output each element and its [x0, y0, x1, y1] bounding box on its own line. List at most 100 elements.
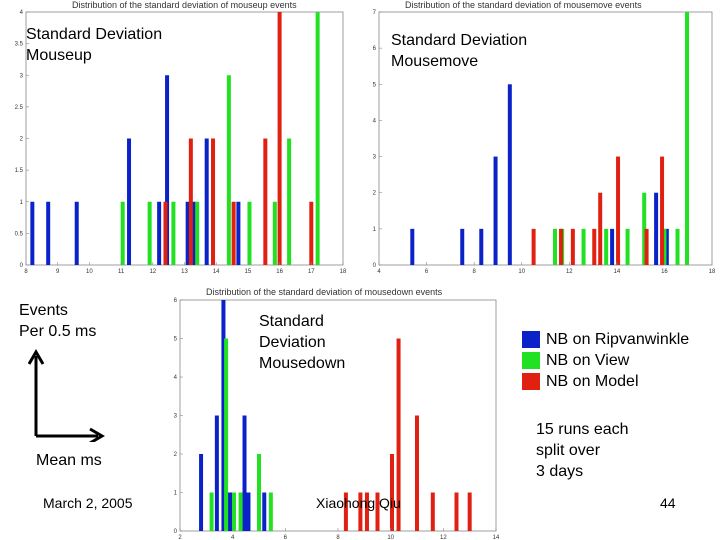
xtick-label-mouseup-9: 17	[308, 269, 315, 275]
ytick-label-mousemove-2: 2	[373, 191, 377, 197]
bar-mousedown-s1-2	[231, 492, 236, 531]
bar-mousedown-s2-5	[396, 338, 401, 531]
bar-mousemove-s1-8	[685, 12, 690, 265]
bar-mousedown-s2-4	[389, 454, 394, 531]
bar-mousemove-s2-2	[570, 228, 575, 265]
bar-mousemove-s2-1	[558, 228, 563, 265]
xtick-label-mousemove-5: 14	[614, 269, 621, 275]
ytick-label-mousedown-3: 3	[174, 414, 178, 420]
footer-page-number: 44	[660, 495, 676, 511]
legend-label-ripvanwinkle: NB on Ripvanwinkle	[546, 330, 690, 348]
bar-mouseup-s0-2	[74, 201, 79, 265]
ytick-label-mousedown-2: 2	[174, 452, 178, 458]
ytick-label-mouseup-5: 2.5	[15, 105, 24, 111]
bar-mousedown-s1-0	[209, 492, 214, 531]
bar-mouseup-s2-1	[188, 138, 193, 265]
legend-label-model: NB on Model	[546, 372, 639, 390]
xtick-label-mousedown-2: 6	[284, 535, 288, 540]
ytick-label-mousemove-0: 0	[373, 263, 377, 269]
bar-mousemove-s0-3	[493, 156, 498, 265]
xtick-label-mousemove-3: 10	[518, 269, 525, 275]
bar-mousedown-s0-2	[221, 300, 226, 531]
bar-mouseup-s0-9	[236, 201, 241, 265]
legend-item-ripvanwinkle: NB on Ripvanwinkle	[522, 329, 689, 350]
bar-mousedown-s2-9	[467, 492, 472, 531]
bar-mouseup-s1-7	[287, 138, 292, 265]
chart-mousemove-title: Distribution of the standard deviation o…	[405, 0, 642, 10]
bar-mousedown-s2-3	[375, 492, 380, 531]
bar-mousemove-s2-3	[592, 228, 597, 265]
bar-mouseup-s0-3	[127, 138, 132, 265]
bar-mouseup-s1-1	[147, 201, 152, 265]
xtick-label-mousemove-0: 4	[377, 269, 381, 275]
bar-mouseup-s1-4	[226, 75, 231, 265]
bar-mouseup-s1-0	[120, 201, 125, 265]
bar-mousemove-s2-4	[598, 192, 603, 265]
label-mouseup: Standard Deviation Mouseup	[26, 26, 163, 64]
bar-mouseup-s2-0	[163, 201, 168, 265]
footer-author: Xiaohong Qiu	[316, 495, 401, 511]
ytick-label-mouseup-7: 3.5	[15, 42, 24, 48]
x-axis-label: Mean ms	[36, 452, 102, 469]
bar-mouseup-s2-3	[231, 201, 236, 265]
ytick-label-mouseup-8: 4	[20, 10, 24, 16]
runs-note: 15 runs each split over 3 days	[536, 421, 629, 480]
xtick-label-mousemove-2: 8	[472, 269, 476, 275]
ytick-label-mousedown-5: 5	[174, 337, 178, 343]
bar-mousedown-s0-0	[199, 454, 204, 531]
bar-mousemove-s0-2	[479, 228, 484, 265]
xtick-label-mouseup-0: 8	[24, 269, 28, 275]
bar-mousemove-s2-6	[644, 228, 649, 265]
xtick-label-mousedown-1: 4	[231, 535, 235, 540]
bar-mousedown-s2-0	[343, 492, 348, 531]
bar-mousedown-s0-5	[246, 492, 251, 531]
xtick-label-mousedown-4: 10	[387, 535, 394, 540]
ytick-label-mousedown-0: 0	[174, 529, 178, 535]
xtick-label-mousemove-7: 18	[709, 269, 716, 275]
footer-date: March 2, 2005	[43, 495, 133, 511]
bar-mousedown-s0-1	[214, 415, 219, 531]
ytick-label-mouseup-3: 1.5	[15, 168, 24, 174]
bar-mousedown-s2-2	[364, 492, 369, 531]
ytick-label-mousemove-1: 1	[373, 227, 377, 233]
ytick-label-mousedown-4: 4	[174, 375, 178, 381]
xtick-label-mousedown-5: 12	[440, 535, 447, 540]
bar-mouseup-s1-2	[171, 201, 176, 265]
legend-swatch-model	[522, 373, 540, 390]
xtick-label-mouseup-2: 10	[86, 269, 93, 275]
chart-mousedown-title: Distribution of the standard deviation o…	[206, 287, 443, 297]
ytick-label-mousemove-3: 3	[373, 155, 377, 161]
bar-mousedown-s1-5	[268, 492, 273, 531]
legend-swatch-ripvanwinkle	[522, 331, 540, 348]
bar-mousemove-s1-5	[642, 192, 647, 265]
xtick-label-mouseup-5: 13	[181, 269, 188, 275]
chart-mouseup: Distribution of the standard deviation o…	[0, 0, 356, 275]
bar-mousemove-s1-6	[662, 228, 667, 265]
xtick-label-mouseup-8: 16	[276, 269, 283, 275]
bar-mouseup-s2-4	[263, 138, 268, 265]
bar-mousemove-s1-4	[625, 228, 630, 265]
bar-mousemove-s2-0	[531, 228, 536, 265]
ytick-label-mousemove-4: 4	[373, 118, 377, 124]
chart-mousedown: Distribution of the standard deviation o…	[166, 284, 506, 540]
bar-mouseup-s0-4	[157, 201, 162, 265]
bar-mousedown-s2-1	[358, 492, 363, 531]
label-mousedown: Standard Deviation Mousedown	[259, 313, 346, 372]
legend-item-model: NB on Model	[522, 371, 689, 392]
bar-mouseup-s0-0	[30, 201, 35, 265]
xtick-label-mouseup-7: 15	[245, 269, 252, 275]
legend-swatch-view	[522, 352, 540, 369]
bar-mouseup-s2-2	[211, 138, 216, 265]
ytick-label-mouseup-4: 2	[20, 137, 24, 143]
bar-mouseup-s0-6	[185, 201, 190, 265]
ytick-label-mousemove-7: 7	[373, 10, 377, 16]
bar-mousemove-s1-2	[581, 228, 586, 265]
bar-mouseup-s0-7	[192, 201, 197, 265]
bar-mousedown-s2-7	[430, 492, 435, 531]
xtick-label-mouseup-1: 9	[56, 269, 60, 275]
bar-mousemove-s1-3	[604, 228, 609, 265]
bar-mousedown-s1-1	[224, 338, 229, 531]
chart-mouseup-svg: 8 9 10 11 12 13 14 15 16 17 18 0 0.5 1 1.5 2 2.5 3 3.5 4	[15, 10, 347, 275]
